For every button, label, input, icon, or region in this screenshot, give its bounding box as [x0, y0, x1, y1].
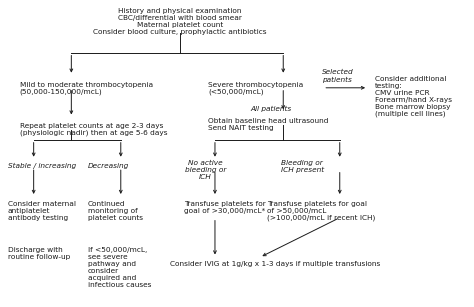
Text: Severe thrombocytopenia
(<50,000/mcL): Severe thrombocytopenia (<50,000/mcL): [208, 82, 303, 95]
Text: Consider additional
testing:
CMV urine PCR
Forearm/hand X-rays
Bone marrow biops: Consider additional testing: CMV urine P…: [375, 76, 452, 117]
Text: If <50,000/mcL,
see severe
pathway and
consider
acquired and
infectious causes: If <50,000/mcL, see severe pathway and c…: [88, 247, 151, 288]
Text: Obtain baseline head ultrasound
Send NAIT testing: Obtain baseline head ultrasound Send NAI…: [208, 119, 328, 131]
Text: History and physical examination
CBC/differential with blood smear
Maternal plat: History and physical examination CBC/dif…: [93, 8, 266, 35]
Text: All patients: All patients: [251, 106, 292, 112]
Text: Selected
patients: Selected patients: [321, 69, 353, 83]
Text: Discharge with
routine follow-up: Discharge with routine follow-up: [8, 247, 70, 260]
Text: Decreasing: Decreasing: [88, 163, 129, 169]
Text: Consider maternal
antiplatelet
antibody testing: Consider maternal antiplatelet antibody …: [8, 201, 76, 221]
Text: Transfuse platelets for
goal of >30,000/mcL*: Transfuse platelets for goal of >30,000/…: [184, 201, 266, 214]
Text: Stable / increasing: Stable / increasing: [8, 163, 76, 169]
Text: Repeat platelet counts at age 2-3 days
(physiologic nadir) then at age 5-6 days: Repeat platelet counts at age 2-3 days (…: [19, 123, 167, 136]
Text: Mild to moderate thrombocytopenia
(50,000-150,000/mcL): Mild to moderate thrombocytopenia (50,00…: [19, 82, 153, 95]
Text: Consider IVIG at 1g/kg x 1-3 days if multiple transfusions: Consider IVIG at 1g/kg x 1-3 days if mul…: [170, 261, 381, 267]
Text: No active
bleeding or
ICH: No active bleeding or ICH: [185, 160, 226, 180]
Text: Bleeding or
ICH present: Bleeding or ICH present: [281, 160, 324, 173]
Text: Transfuse platelets for goal
of >50,000/mcL
(>100,000/mcL if recent ICH): Transfuse platelets for goal of >50,000/…: [267, 201, 375, 221]
Text: Continued
monitoring of
platelet counts: Continued monitoring of platelet counts: [88, 201, 143, 221]
